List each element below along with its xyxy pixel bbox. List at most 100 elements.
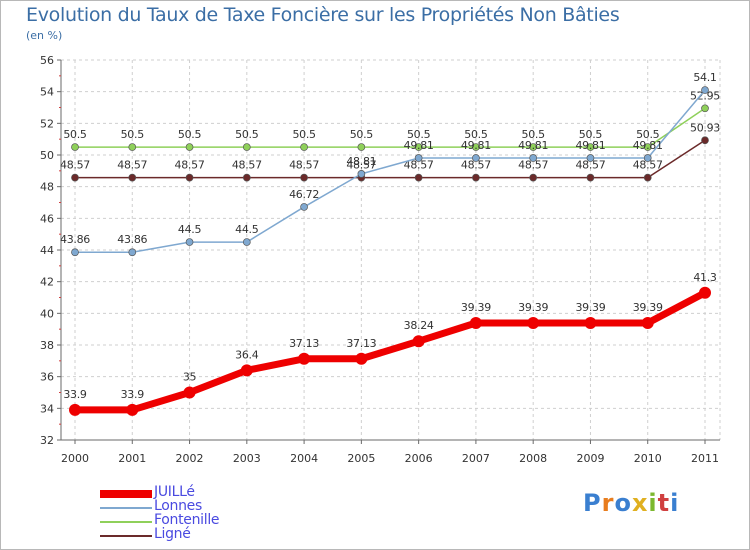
y-tick-label: 36 [40, 371, 54, 384]
data-label: 33.9 [121, 388, 145, 401]
data-point [529, 173, 538, 182]
data-label: 43.86 [117, 233, 147, 246]
data-label: 49.81 [461, 139, 491, 152]
logo-letter: r [601, 489, 615, 517]
x-tick-label: 2004 [290, 452, 318, 465]
data-point [586, 173, 595, 182]
logo-letter: x [631, 489, 649, 517]
y-tick-label: 40 [40, 307, 54, 320]
x-tick-label: 2003 [233, 452, 261, 465]
y-tick-label: 48 [40, 181, 54, 194]
y-tick-label: 42 [40, 276, 54, 289]
data-label: 48.57 [575, 159, 605, 172]
data-label: 46.72 [289, 188, 319, 201]
y-tick-label: 56 [40, 54, 54, 67]
legend-label: Lonnes [154, 498, 202, 514]
data-point [699, 286, 711, 299]
data-point [586, 143, 595, 151]
data-label: 48.57 [518, 159, 548, 172]
data-point [412, 335, 425, 348]
data-label: 39.39 [461, 301, 491, 314]
legend-label: Fontenille [154, 512, 220, 528]
legend-label: Ligné [154, 526, 191, 542]
data-label: 48.57 [60, 159, 90, 172]
legend-swatch [100, 535, 152, 537]
legend-item: Lonnes [100, 498, 300, 515]
data-point [242, 238, 251, 246]
data-label: 49.81 [633, 139, 663, 152]
data-point [584, 316, 597, 329]
legend-swatch [100, 490, 152, 498]
data-label: 39.39 [518, 301, 548, 314]
legend-label: JUILLé [154, 484, 195, 500]
data-label: 36.4 [235, 348, 259, 361]
data-label: 48.81 [346, 155, 376, 168]
y-tick-label: 38 [40, 339, 54, 352]
data-point [701, 86, 709, 94]
logo-letter: i [648, 489, 658, 517]
data-label: 49.81 [404, 139, 434, 152]
x-tick-label: 2006 [405, 452, 433, 465]
series-line [75, 139, 706, 179]
data-label: 48.57 [633, 159, 663, 172]
data-label: 54.1 [693, 71, 716, 84]
legend-item: Fontenille [100, 512, 300, 529]
data-point [355, 352, 368, 365]
logo-letter: P [583, 489, 602, 517]
data-label: 37.13 [346, 337, 376, 350]
data-label: 43.86 [60, 233, 90, 246]
x-tick-label: 2002 [176, 452, 204, 465]
x-tick-label: 2001 [118, 452, 146, 465]
legend-swatch [100, 521, 152, 523]
y-tick-label: 44 [40, 244, 54, 257]
data-point [185, 238, 194, 246]
y-tick-label: 54 [40, 86, 54, 99]
legend-item: Ligné [100, 526, 300, 543]
data-label: 44.5 [178, 223, 202, 236]
y-tick-label: 50 [40, 149, 54, 162]
series-line [75, 89, 706, 253]
data-point [185, 143, 194, 151]
data-point [641, 316, 654, 329]
chart-legend: JUILLé Lonnes Fontenille Ligné [100, 484, 300, 543]
data-point [414, 173, 423, 182]
y-tick-label: 46 [40, 212, 54, 225]
data-label: 50.5 [350, 128, 374, 141]
chart-title: Evolution du Taux de Taxe Foncière sur l… [26, 4, 620, 26]
data-point [69, 403, 81, 416]
x-tick-label: 2007 [462, 452, 490, 465]
data-point [469, 316, 482, 329]
data-point [185, 173, 194, 182]
data-label: 33.9 [63, 388, 87, 401]
data-point [298, 352, 311, 365]
data-label: 50.5 [464, 128, 488, 141]
data-point [701, 104, 709, 113]
data-point [472, 143, 480, 151]
x-tick-label: 2000 [61, 452, 89, 465]
data-point [472, 154, 480, 162]
y-tick-label: 32 [40, 434, 54, 447]
series-line [75, 107, 706, 148]
x-tick-label: 2011 [691, 452, 719, 465]
x-tick-label: 2008 [519, 452, 547, 465]
data-point [527, 316, 540, 329]
logo-letter: t [657, 489, 671, 517]
data-point [300, 143, 308, 151]
data-point [126, 403, 139, 416]
data-point [300, 203, 308, 211]
data-label: 35 [183, 371, 197, 384]
data-point [643, 154, 652, 162]
data-point [128, 143, 137, 151]
y-tick-label: 34 [40, 402, 54, 415]
y-tick-label: 52 [40, 117, 54, 130]
x-tick-label: 2005 [347, 452, 375, 465]
data-point [701, 136, 709, 145]
data-point [414, 143, 423, 151]
data-point [300, 173, 308, 182]
logo-letter: o [614, 489, 632, 517]
data-point [357, 169, 366, 178]
data-point [414, 154, 423, 162]
data-label: 48.57 [289, 159, 319, 172]
data-point [240, 364, 253, 377]
data-label: 41.3 [693, 271, 717, 284]
